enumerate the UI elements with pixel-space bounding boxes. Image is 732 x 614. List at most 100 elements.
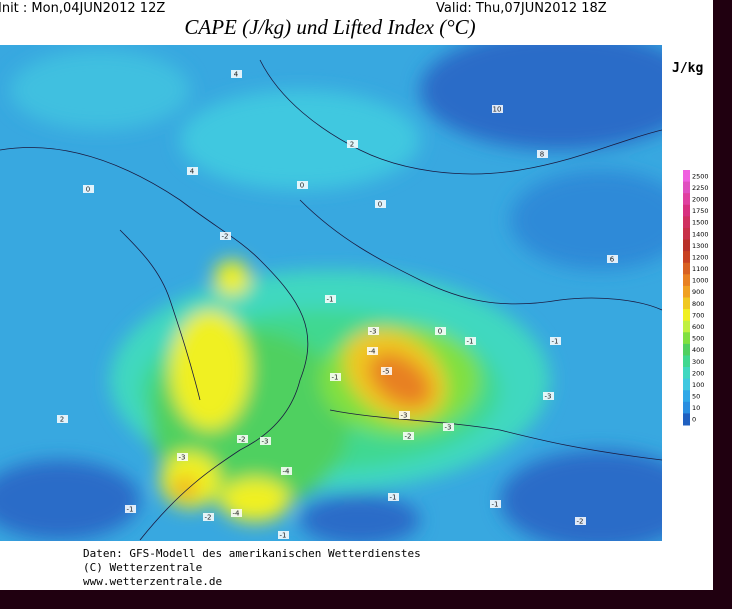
label-box: [367, 347, 378, 355]
colorbar-label: 50: [692, 393, 700, 401]
colorbar-label: 100: [692, 381, 704, 389]
contour-label: -1: [492, 501, 499, 509]
colorbar-label: 500: [692, 335, 704, 343]
valid-time: Valid: Thu,07JUN2012 18Z: [436, 1, 607, 16]
contour-label: 4: [190, 168, 195, 176]
contour-label: 2: [350, 141, 354, 149]
contour-label: -2: [405, 433, 412, 441]
contour-label: -4: [283, 468, 291, 476]
label-box: [330, 373, 341, 381]
colorbar-label: 10: [692, 404, 700, 412]
label-box: [177, 453, 188, 461]
colorbar-swatch: [683, 181, 690, 194]
colorbar-label: 300: [692, 358, 704, 366]
label-box: [465, 337, 476, 345]
colorbar-label: 2250: [692, 184, 709, 192]
label-box: [403, 432, 414, 440]
colorbar: 2500225020001750150014001300120011001000…: [683, 170, 709, 426]
contour-label: 0: [378, 201, 382, 209]
label-box: [375, 200, 386, 208]
label-box: [278, 531, 289, 539]
contour-label: -1: [280, 532, 287, 540]
contour-label: 0: [300, 182, 304, 190]
label-box: [607, 255, 618, 263]
borders: [0, 59, 662, 541]
colorbar-swatch: [683, 170, 690, 183]
colorbar-label: 1200: [692, 253, 709, 261]
colorbar-label: 200: [692, 369, 704, 377]
contour-label: -2: [205, 514, 212, 522]
colorbar-label: 800: [692, 300, 704, 308]
label-box: [575, 517, 586, 525]
colorbar-swatch: [683, 332, 690, 345]
label-box: [490, 500, 501, 508]
colorbar-swatch: [683, 309, 690, 322]
colorbar-swatch: [683, 297, 690, 310]
contour-label: 0: [438, 328, 442, 336]
contour-label: -2: [577, 518, 584, 526]
contour-label: -1: [390, 494, 397, 502]
label-box: [231, 509, 242, 517]
label-box: [237, 435, 248, 443]
label-box: [220, 232, 231, 240]
contour-label: -1: [127, 506, 134, 514]
contour-label: -1: [552, 338, 559, 346]
label-box: [281, 467, 292, 475]
label-box: [543, 392, 554, 400]
colorbar-swatch: [683, 227, 690, 241]
colorbar-label: 1400: [692, 230, 709, 238]
colorbar-swatch: [683, 320, 690, 333]
colorbar-label: 900: [692, 288, 704, 296]
contour-label: 10: [493, 106, 502, 114]
label-box: [57, 415, 68, 423]
label-box: [443, 423, 454, 431]
label-box: [125, 505, 136, 513]
label-box: [231, 70, 242, 78]
contour-label: -1: [327, 296, 334, 304]
colorbar-label: 1000: [692, 277, 709, 285]
colorbar-swatch: [683, 204, 690, 217]
frame-right: [713, 0, 732, 609]
colorbar-swatch: [683, 239, 690, 252]
colorbar-swatch: [683, 343, 690, 356]
colorbar-label: 1300: [692, 242, 709, 250]
label-box: [347, 140, 358, 148]
colorbar-label: 2000: [692, 195, 709, 203]
frame-bottom: [0, 590, 732, 609]
map: [0, 45, 662, 541]
init-time: Init : Mon,04JUN2012 12Z: [0, 1, 165, 16]
colorbar-label: 0: [692, 416, 696, 424]
label-box: [368, 327, 379, 335]
label-box: [203, 513, 214, 521]
colorbar-label: 700: [692, 311, 704, 319]
contour-label: -3: [262, 438, 269, 446]
colorbar-swatch: [683, 413, 690, 426]
contour-label: 4: [234, 71, 239, 79]
contour-label: -4: [369, 348, 377, 356]
footer-line: www.wetterzentrale.de: [83, 575, 222, 588]
footer-line: (C) Wetterzentrale: [83, 561, 202, 574]
legend-unit: J/kg: [672, 61, 703, 76]
label-box: [325, 295, 336, 303]
contour-label: -2: [222, 233, 229, 241]
colorbar-swatch: [683, 251, 690, 264]
contour-label: 6: [610, 256, 615, 264]
colorbar-swatch: [683, 390, 690, 403]
label-box: [260, 437, 271, 445]
colorbar-swatch: [683, 378, 690, 391]
label-box: [388, 493, 399, 501]
contour-label: -3: [545, 393, 552, 401]
contour-label: -5: [383, 368, 390, 376]
contour-label: -3: [370, 328, 377, 336]
colorbar-label: 400: [692, 346, 704, 354]
contour-label: 8: [540, 151, 544, 159]
colorbar-label: 600: [692, 323, 704, 331]
label-box: [187, 167, 198, 175]
fields: [0, 45, 662, 541]
contour-label: 2: [60, 416, 64, 424]
colorbar-label: 1500: [692, 219, 709, 227]
colorbar-swatch: [683, 355, 690, 368]
label-box: [435, 327, 446, 335]
contour-label: -1: [332, 374, 339, 382]
